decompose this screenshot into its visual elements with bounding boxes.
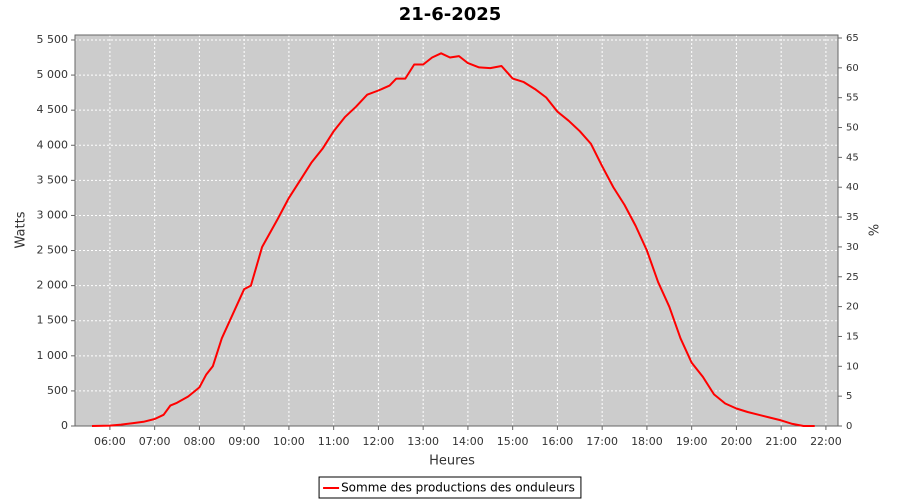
- y2-tick-label: 5: [846, 391, 852, 402]
- y-tick-label: 3 000: [37, 208, 69, 221]
- y2-tick-label: 60: [846, 63, 859, 74]
- chart-title: 21-6-2025: [399, 4, 502, 25]
- y-tick-label: 3 500: [37, 173, 69, 186]
- x-tick-label: 09:00: [228, 435, 260, 448]
- y2-tick-label: 15: [846, 331, 859, 342]
- x-tick-label: 20:00: [721, 435, 753, 448]
- y2-tick-label: 65: [846, 33, 859, 44]
- x-tick-label: 15:00: [497, 435, 529, 448]
- x-tick-label: 11:00: [318, 435, 350, 448]
- plot-border: [74, 34, 839, 427]
- y2-tick-label: 50: [846, 123, 859, 134]
- y-tick-label: 4 500: [37, 103, 69, 116]
- y-tick-label: 500: [47, 384, 68, 397]
- x-tick-label: 13:00: [407, 435, 439, 448]
- x-tick-label: 14:00: [452, 435, 484, 448]
- x-tick-label: 16:00: [542, 435, 574, 448]
- y2-axis-title: %: [865, 224, 880, 236]
- y2-tick-label: 20: [846, 302, 859, 313]
- x-tick-label: 10:00: [273, 435, 305, 448]
- y-tick-label: 5 000: [37, 68, 69, 81]
- legend-box: [318, 476, 582, 499]
- y2-tick-label: 40: [846, 182, 859, 193]
- y-tick-label: 0: [61, 419, 68, 432]
- y2-tick-label: 0: [846, 421, 852, 432]
- y2-tick-label: 45: [846, 152, 859, 163]
- data-line: [91, 52, 815, 427]
- y-axis-title: Watts: [14, 211, 29, 248]
- y2-tick-label: 35: [846, 212, 859, 223]
- x-tick-label: 19:00: [676, 435, 708, 448]
- y-tick-label: 4 000: [37, 138, 69, 151]
- x-tick-label: 21:00: [765, 435, 797, 448]
- y-tick-label: 2 000: [37, 279, 69, 292]
- legend-label: Somme des productions des onduleurs: [341, 481, 575, 495]
- y-tick-label: 1 000: [37, 349, 69, 362]
- x-tick-label: 07:00: [139, 435, 171, 448]
- y2-tick-label: 55: [846, 93, 859, 104]
- y2-tick-label: 30: [846, 242, 859, 253]
- y-tick-label: 1 500: [37, 314, 69, 327]
- plot-area: [74, 34, 839, 427]
- x-tick-label: 12:00: [363, 435, 395, 448]
- y-tick-label: 5 500: [37, 33, 69, 46]
- x-tick-label: 06:00: [94, 435, 126, 448]
- x-tick-label: 18:00: [631, 435, 663, 448]
- x-tick-label: 22:00: [810, 435, 842, 448]
- y-tick-label: 2 500: [37, 244, 69, 257]
- y2-tick-label: 25: [846, 272, 859, 283]
- x-tick-label: 08:00: [184, 435, 216, 448]
- x-tick-label: 17:00: [586, 435, 618, 448]
- x-axis-title: Heures: [429, 454, 475, 469]
- legend: Somme des productions des onduleurs: [318, 476, 582, 499]
- y2-tick-label: 10: [846, 361, 859, 372]
